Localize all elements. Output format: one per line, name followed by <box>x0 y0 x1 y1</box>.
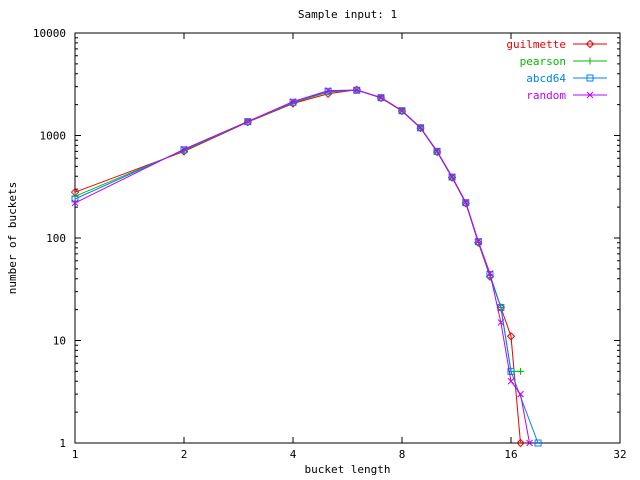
series-point-random <box>526 439 533 447</box>
series-point-guilmette <box>506 332 516 341</box>
y-axis-label: number of buckets <box>6 182 19 295</box>
y-tick-label: 10 <box>53 335 66 348</box>
series-point-abcd64 <box>71 195 79 203</box>
series-point-abcd64 <box>377 94 385 102</box>
legend-label-guilmette: guilmette <box>506 38 566 51</box>
series-point-abcd64 <box>486 271 494 279</box>
series-point-random <box>417 124 424 131</box>
series-point-random <box>398 107 406 114</box>
series-point-random <box>497 319 505 326</box>
series-point-random <box>448 173 456 181</box>
series-point-abcd64 <box>244 118 252 126</box>
series-point-random <box>462 198 470 206</box>
x-tick-label: 1 <box>72 448 79 461</box>
series-point-random <box>433 147 441 155</box>
series-line-random <box>74 89 530 444</box>
legend-label-pearson: pearson <box>520 55 566 68</box>
y-tick-label: 1 <box>59 437 66 450</box>
series-point-random <box>486 270 494 277</box>
series-line-guilmette <box>74 89 521 444</box>
series-point-random <box>324 87 332 94</box>
series-line-abcd64 <box>74 89 539 444</box>
series-point-abcd64 <box>433 147 441 155</box>
series-point-random <box>377 94 385 101</box>
series-point-random <box>353 86 361 94</box>
series-point-abcd64 <box>507 367 515 375</box>
x-tick-label: 2 <box>181 448 188 461</box>
series-point-guilmette <box>516 438 525 448</box>
legend-label-abcd64: abcd64 <box>526 72 566 85</box>
series-point-random <box>517 390 524 398</box>
series-point-abcd64 <box>474 238 482 246</box>
chart-title: Sample input: 1 <box>298 8 397 21</box>
x-tick-label: 32 <box>613 448 626 461</box>
legend-marker-guilmette <box>585 39 595 49</box>
x-axis-label: bucket length <box>304 463 390 476</box>
series-point-abcd64 <box>398 107 406 115</box>
legend-label-random: random <box>526 89 566 102</box>
series-point-random <box>507 377 515 385</box>
y-tick-label: 100 <box>46 232 66 245</box>
series-point-abcd64 <box>180 146 188 154</box>
series-point-guilmette <box>70 187 80 197</box>
legend-marker-random <box>586 91 594 99</box>
legend-marker-abcd64 <box>586 74 594 82</box>
series-point-abcd64 <box>448 173 456 181</box>
x-tick-label: 8 <box>399 448 406 461</box>
series-point-abcd64 <box>417 124 425 132</box>
series-point-random <box>289 98 297 105</box>
y-tick-label: 10000 <box>33 27 66 40</box>
series-point-abcd64 <box>534 439 542 447</box>
series-point-pearson <box>517 367 525 375</box>
y-tick-label: 1000 <box>40 130 67 143</box>
series-point-random <box>244 118 252 125</box>
x-tick-label: 4 <box>290 448 297 461</box>
x-tick-label: 16 <box>504 448 517 461</box>
series-point-random <box>71 199 79 207</box>
series-point-random <box>474 237 482 245</box>
series-point-random <box>180 145 188 153</box>
series-point-abcd64 <box>289 98 297 106</box>
legend-marker-pearson <box>586 57 594 65</box>
series-line-pearson <box>74 89 521 372</box>
series-point-abcd64 <box>462 199 470 207</box>
